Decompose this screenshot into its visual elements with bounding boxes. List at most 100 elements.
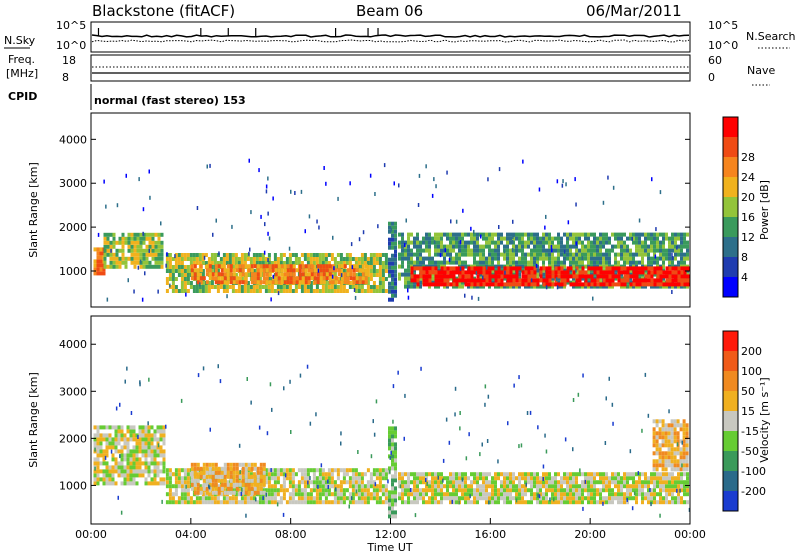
data-cell — [369, 476, 373, 481]
data-cell — [240, 277, 244, 281]
data-cell — [476, 248, 479, 253]
data-cell — [324, 472, 328, 477]
data-cell — [431, 476, 434, 481]
data-cell — [671, 236, 674, 241]
noise-cell — [480, 234, 482, 239]
data-cell — [449, 484, 452, 489]
data-cell — [629, 266, 633, 271]
data-cell — [482, 270, 486, 275]
data-cell — [219, 261, 223, 265]
data-cell — [327, 253, 331, 257]
data-cell — [372, 281, 376, 285]
noise-cell — [425, 478, 427, 482]
data-cell — [363, 289, 367, 293]
data-cell — [160, 248, 164, 253]
data-cell — [348, 476, 352, 481]
data-cell — [521, 240, 524, 245]
data-cell — [611, 282, 615, 287]
data-cell — [662, 276, 665, 281]
noise-cell — [654, 254, 657, 259]
data-cell — [193, 276, 197, 281]
data-cell — [220, 486, 224, 491]
data-cell — [372, 472, 376, 477]
data-cell — [372, 269, 376, 273]
data-cell — [117, 441, 121, 446]
data-cell — [288, 257, 292, 261]
data-cell — [620, 232, 623, 237]
colorbar-tick-label: -15 — [741, 425, 759, 438]
data-cell — [671, 496, 674, 501]
data-cell — [608, 496, 611, 501]
data-cell — [614, 480, 617, 485]
data-cell — [189, 261, 193, 265]
data-cell — [455, 476, 458, 481]
data-cell — [336, 289, 340, 293]
data-cell — [686, 256, 689, 261]
data-cell — [533, 472, 536, 477]
data-cell — [575, 500, 578, 505]
data-cell — [551, 264, 554, 269]
noise-cell — [486, 265, 488, 270]
data-cell — [351, 476, 355, 481]
data-cell — [120, 437, 124, 442]
data-cell — [473, 240, 476, 245]
data-cell — [626, 266, 630, 271]
data-cell — [144, 461, 148, 466]
data-cell — [563, 476, 566, 481]
data-cell — [560, 496, 563, 501]
data-cell — [256, 264, 260, 269]
data-cell — [363, 257, 367, 261]
noise-cell — [290, 189, 292, 194]
data-cell — [650, 496, 653, 501]
data-cell — [159, 429, 163, 434]
data-cell — [659, 282, 663, 287]
data-cell — [685, 431, 689, 436]
data-cell — [391, 289, 394, 294]
data-cell — [410, 480, 413, 485]
noise-cell — [644, 372, 647, 377]
data-cell — [485, 244, 488, 249]
data-cell — [301, 268, 305, 273]
data-cell — [509, 274, 513, 279]
data-cell — [280, 264, 284, 269]
data-cell — [482, 488, 485, 493]
data-cell — [160, 244, 164, 249]
data-cell — [279, 261, 283, 265]
data-cell — [584, 236, 587, 241]
data-cell — [488, 492, 491, 497]
data-cell — [324, 281, 328, 285]
data-cell — [231, 265, 235, 269]
noise-cell — [631, 236, 633, 241]
data-cell — [318, 492, 322, 497]
data-cell — [521, 496, 524, 501]
data-cell — [268, 280, 272, 285]
data-cell — [668, 260, 671, 265]
data-cell — [632, 282, 636, 287]
data-cell — [273, 496, 277, 501]
data-cell — [596, 236, 599, 241]
data-cell — [103, 248, 107, 253]
data-cell — [270, 289, 274, 293]
data-cell — [638, 480, 641, 485]
data-cell — [668, 284, 671, 289]
data-cell — [461, 266, 465, 271]
data-cell — [518, 260, 521, 265]
data-cell — [467, 476, 470, 481]
data-cell — [229, 478, 233, 483]
data-cell — [476, 284, 479, 289]
data-cell — [626, 480, 629, 485]
data-cell — [334, 268, 338, 273]
data-cell — [596, 282, 600, 287]
data-cell — [572, 260, 575, 265]
data-cell — [488, 236, 491, 241]
data-cell — [280, 280, 284, 285]
data-cell — [186, 492, 190, 497]
colorbar-tick-label: 100 — [741, 365, 762, 378]
data-cell — [210, 265, 214, 269]
data-cell — [482, 256, 485, 261]
data-cell — [572, 472, 575, 477]
data-cell — [223, 462, 227, 467]
data-cell — [500, 484, 503, 489]
data-cell — [626, 476, 629, 481]
data-cell — [132, 457, 136, 462]
